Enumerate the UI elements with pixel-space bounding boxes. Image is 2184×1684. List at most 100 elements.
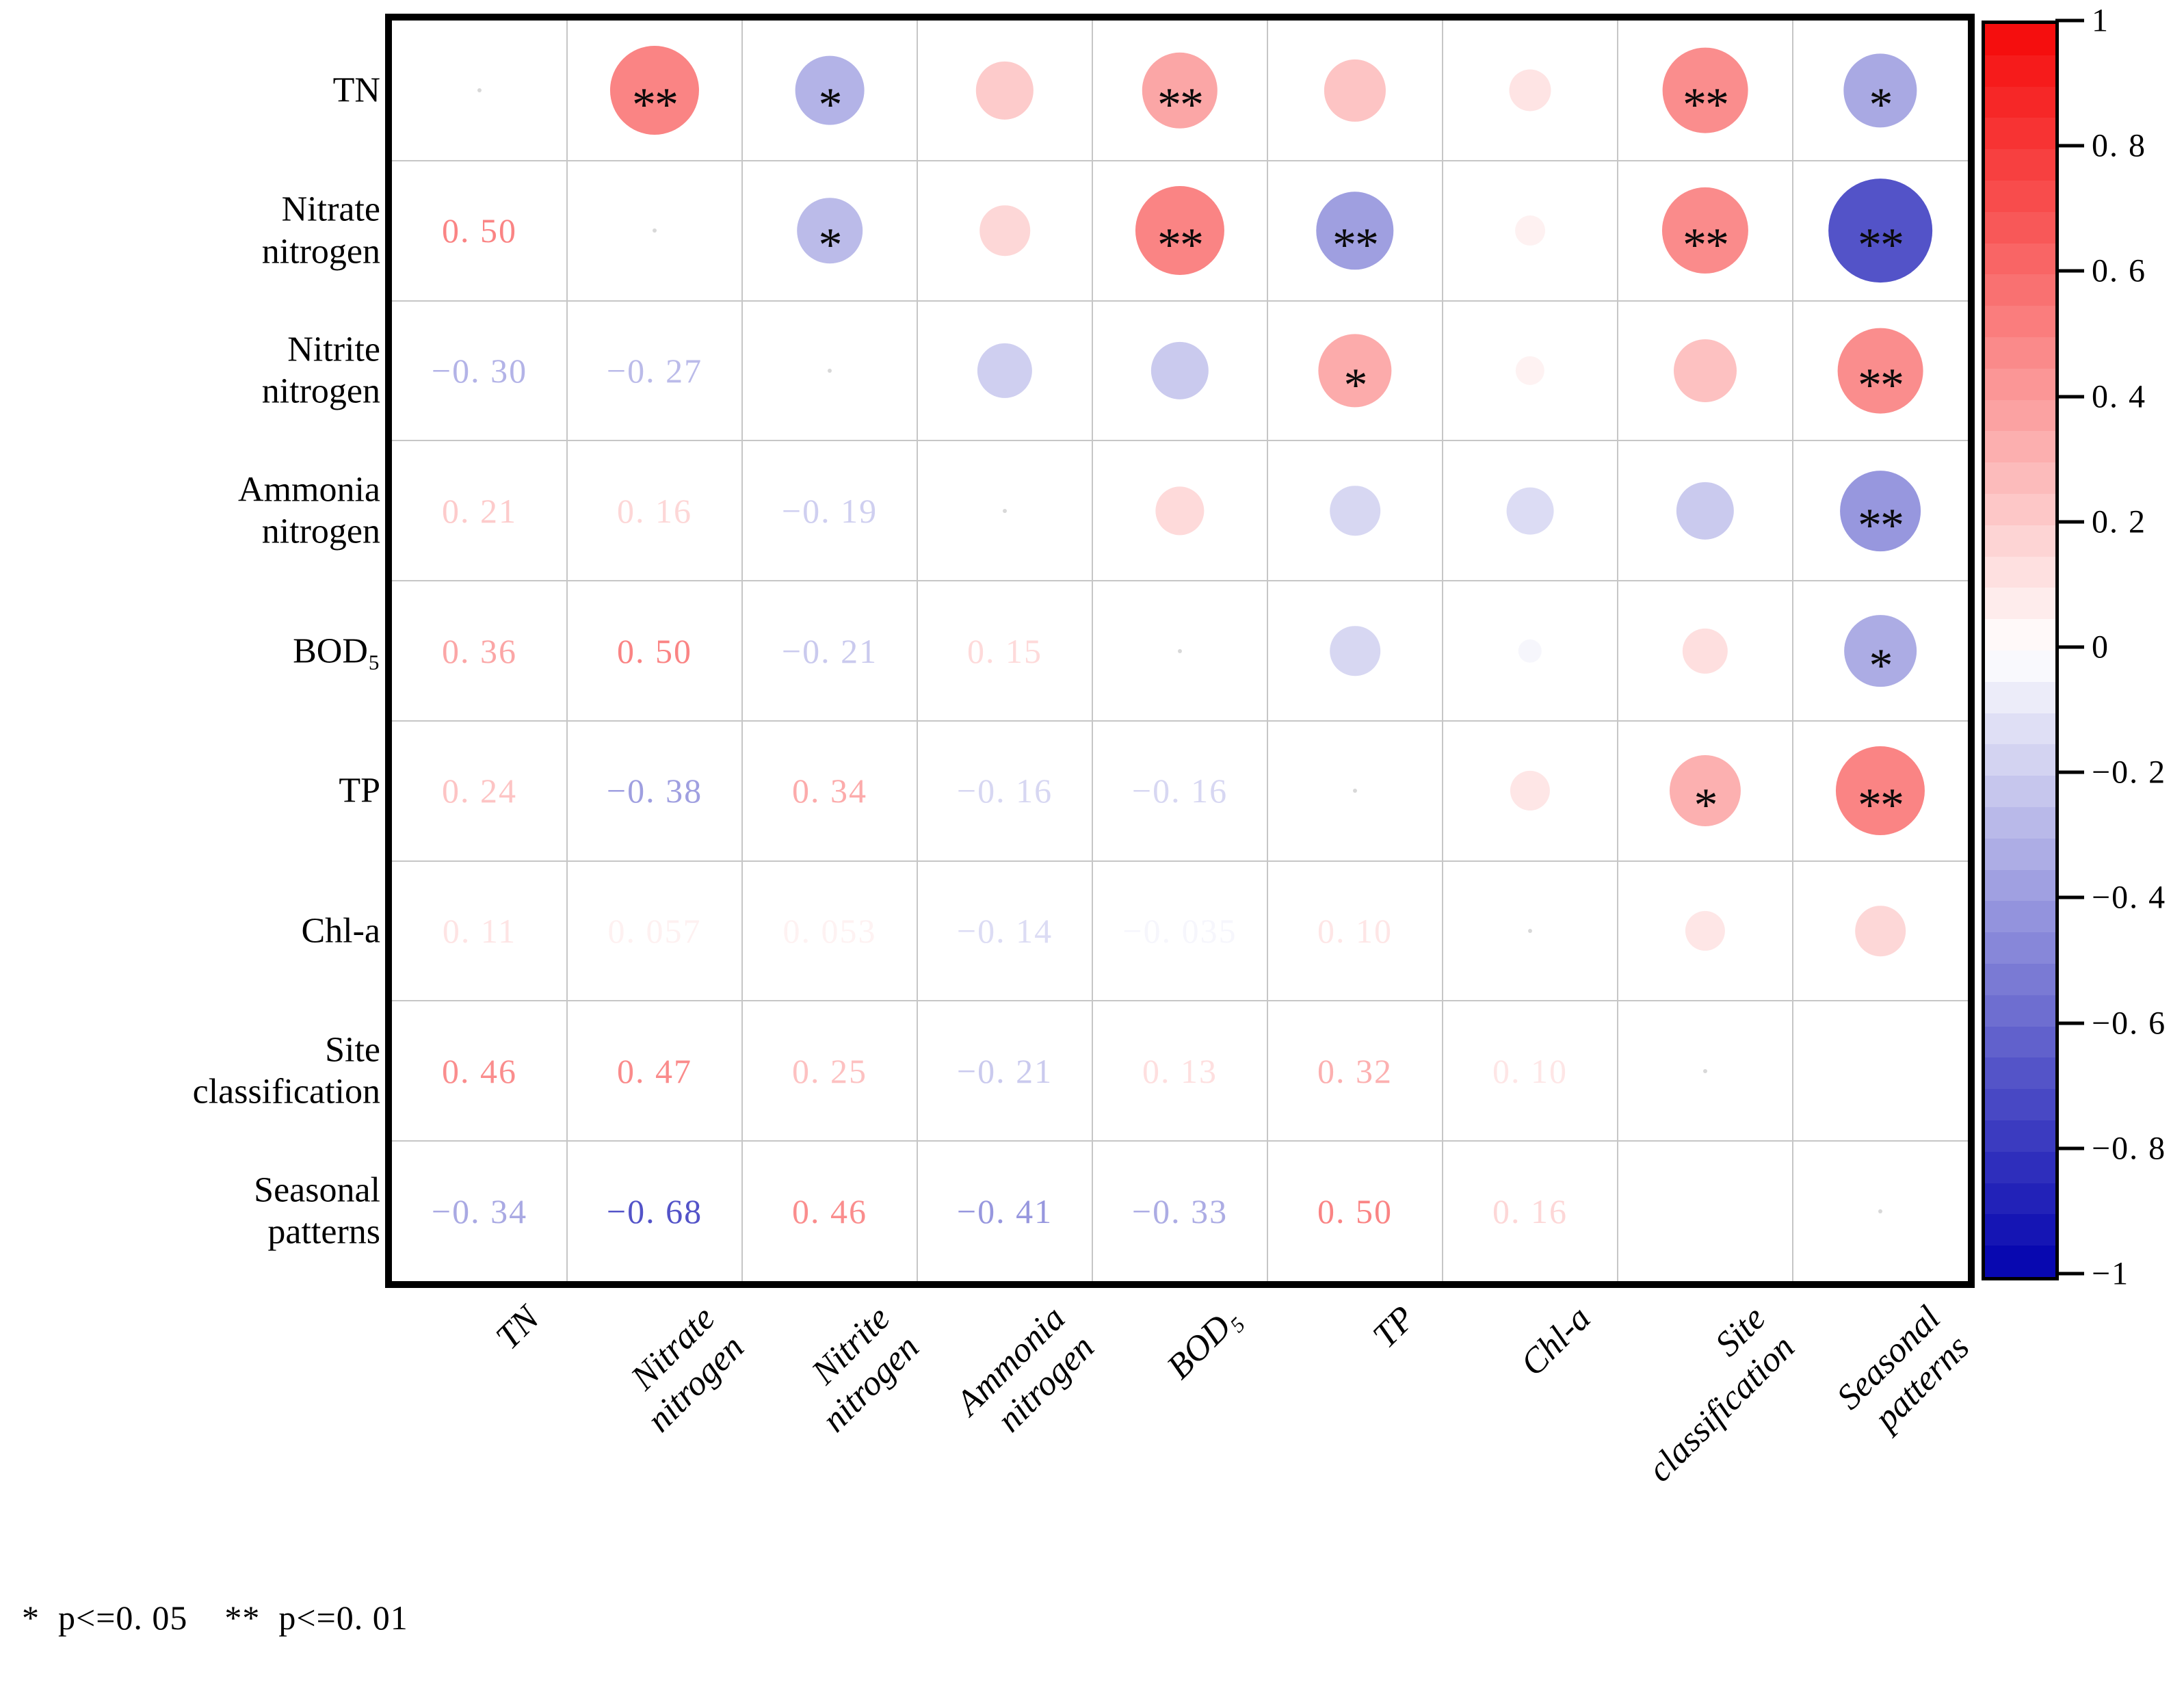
col-label: Nitrite nitrogen: [785, 1298, 928, 1441]
col-label-line: Chl-a: [1512, 1298, 1598, 1384]
row-label: Ammonia nitrogen: [0, 469, 380, 553]
correlation-bubble: [975, 62, 1034, 120]
colorbar-band: [1985, 118, 2055, 150]
significance-stars: **: [1332, 219, 1379, 272]
colorbar-band: [1985, 869, 2055, 902]
significance-stars: **: [1858, 358, 1904, 412]
correlation-value: −0. 38: [606, 772, 703, 811]
colorbar-band: [1985, 650, 2055, 683]
correlation-bubble: [1661, 187, 1749, 274]
significance-stars: **: [1683, 219, 1729, 272]
colorbar-tick-label: 0. 4: [2092, 378, 2146, 415]
correlation-value: 0. 46: [442, 1051, 517, 1090]
row-label-line: classification: [192, 1072, 380, 1111]
row-label: Seasonal patterns: [0, 1169, 380, 1253]
colorbar-band: [1985, 807, 2055, 839]
correlation-value: −0. 16: [956, 772, 1053, 811]
col-label: Seasonal patterns: [1829, 1298, 1978, 1447]
correlation-bubble: [1682, 628, 1728, 674]
colorbar-tick-label: −0. 4: [2092, 879, 2167, 916]
row-label-line: Ammonia: [238, 470, 380, 510]
colorbar-band: [1985, 399, 2055, 432]
colorbar-band: [1985, 306, 2055, 338]
correlation-value: 0. 46: [792, 1192, 867, 1231]
matrix-grid-line-horizontal: [392, 580, 1968, 582]
row-label-line: nitrogen: [261, 232, 380, 272]
correlation-bubble: [1509, 69, 1551, 111]
col-label: Nitrate nitrogen: [610, 1298, 753, 1441]
correlation-bubble: [1669, 755, 1741, 827]
colorbar-tick-label: 0. 2: [2092, 503, 2146, 540]
significance-stars: **: [632, 79, 679, 132]
col-label: Site classification: [1611, 1298, 1803, 1490]
matrix-grid-line-vertical: [1792, 21, 1793, 1281]
correlation-bubble: [1324, 60, 1386, 122]
correlation-bubble: [1506, 487, 1554, 535]
matrix-grid-line-horizontal: [392, 1000, 1968, 1002]
correlation-value: −0. 14: [956, 912, 1053, 951]
significance-stars: **: [1858, 499, 1904, 552]
row-label: Nitrate nitrogen: [0, 189, 380, 273]
significance-stars: *: [1869, 79, 1893, 132]
matrix-grid-line-vertical: [1617, 21, 1618, 1281]
colorbar-tick: [2055, 144, 2084, 148]
matrix-plot-area: 0. 50 −0. 30 −0. 27 0. 21 0. 16 −0. 19 0. 36 0.…: [392, 21, 1968, 1281]
matrix-grid-line-vertical: [741, 21, 743, 1281]
colorbar-tick-label: 0. 6: [2092, 252, 2146, 289]
significance-stars: *: [1869, 639, 1893, 692]
row-label: TP: [0, 770, 380, 812]
colorbar-tick-label: −0. 2: [2092, 754, 2167, 791]
colorbar-band: [1985, 556, 2055, 589]
significance-stars: **: [1157, 79, 1204, 132]
correlation-bubble: [1840, 470, 1921, 551]
correlation-value: 0. 50: [1317, 1192, 1393, 1231]
matrix-grid-line-horizontal: [392, 1140, 1968, 1142]
colorbar-tick-label: 0. 8: [2092, 127, 2146, 164]
colorbar-band: [1985, 462, 2055, 495]
correlation-value: −0. 19: [781, 491, 878, 530]
colorbar-band: [1985, 1246, 2055, 1277]
correlation-bubble: [1835, 746, 1925, 836]
row-label: Nitrite nitrogen: [0, 329, 380, 413]
row-label: Site classification: [0, 1029, 380, 1113]
correlation-value: 0. 32: [1317, 1051, 1393, 1090]
diagonal-dot: [477, 88, 482, 93]
correlation-bubble: [609, 46, 700, 135]
diagonal-dot: [1703, 1068, 1707, 1073]
correlation-value: 0. 25: [792, 1051, 867, 1090]
significance-footnote: * p<=0. 05 ** p<=0. 01: [22, 1599, 408, 1637]
colorbar-band: [1985, 588, 2055, 620]
diagonal-dot: [1878, 1209, 1882, 1213]
significance-stars: **: [1858, 219, 1904, 272]
correlation-value: −0. 33: [1131, 1192, 1228, 1231]
correlation-bubble: [1155, 486, 1205, 536]
significance-stars: **: [1157, 219, 1204, 272]
colorbar-band: [1985, 1183, 2055, 1215]
colorbar-band: [1985, 1120, 2055, 1153]
colorbar-band: [1985, 431, 2055, 464]
col-label: BOD₅: [1159, 1298, 1249, 1388]
col-label: Chl-a: [1512, 1298, 1598, 1384]
matrix-grid-line-vertical: [917, 21, 918, 1281]
correlation-value: 0. 16: [1492, 1192, 1568, 1231]
significance-stars: *: [818, 219, 843, 272]
correlation-bubble: [1135, 186, 1225, 276]
row-label-line: Site: [325, 1030, 380, 1070]
matrix-grid-line-vertical: [1442, 21, 1443, 1281]
colorbar-band: [1985, 964, 2055, 996]
correlation-bubble: [1674, 339, 1737, 402]
row-label-line: Seasonal: [254, 1170, 380, 1210]
colorbar-band: [1985, 901, 2055, 934]
diagonal-dot: [1528, 929, 1532, 934]
colorbar-band: [1985, 681, 2055, 714]
colorbar-band: [1985, 713, 2055, 746]
row-label-line: nitrogen: [261, 371, 380, 411]
colorbar-band: [1985, 525, 2055, 557]
correlation-bubble: [1685, 910, 1726, 951]
correlation-value: 0. 11: [442, 912, 517, 951]
colorbar-band: [1985, 932, 2055, 964]
significance-stars: *: [1343, 358, 1368, 412]
colorbar-tick-label: 0: [2092, 629, 2109, 666]
correlation-bubble: [1676, 482, 1735, 540]
